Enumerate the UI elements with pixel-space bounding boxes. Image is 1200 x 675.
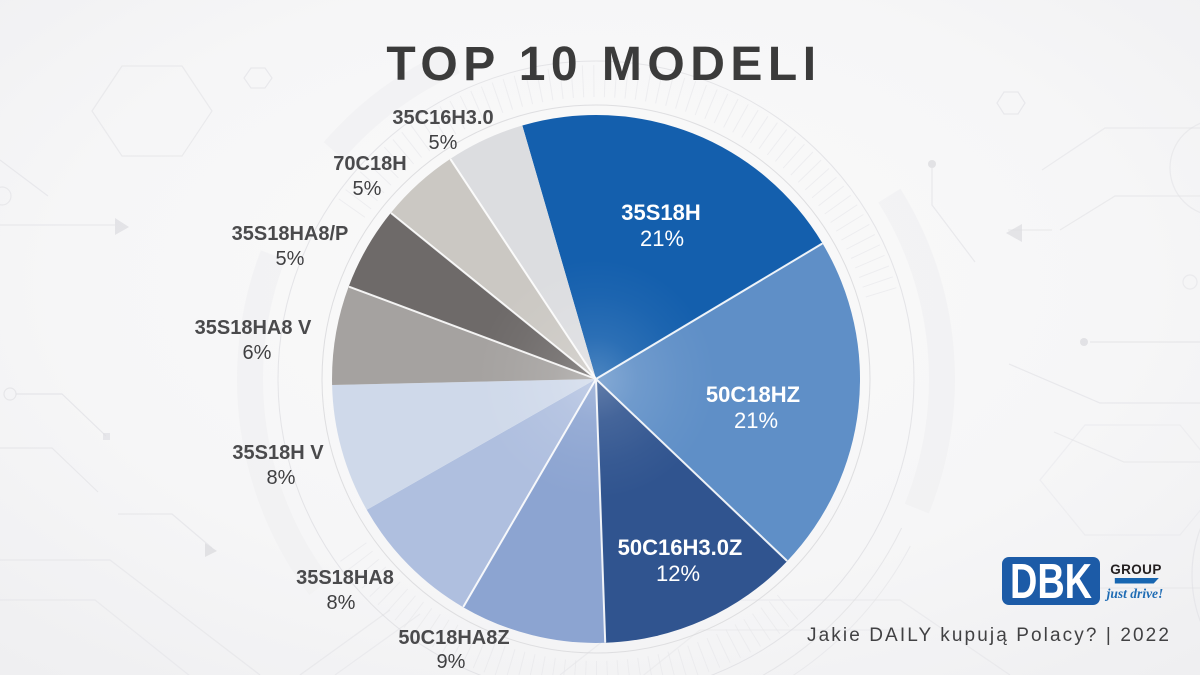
svg-text:12%: 12% [656,561,700,586]
svg-text:5%: 5% [276,248,305,270]
svg-text:21%: 21% [640,226,684,251]
svg-text:35S18HA8 V: 35S18HA8 V [195,317,312,339]
svg-text:Jakie DAILY kupują Polacy? | 2: Jakie DAILY kupują Polacy? | 2022 [807,625,1171,646]
svg-text:5%: 5% [353,178,382,200]
svg-text:70C18H: 70C18H [333,153,406,175]
svg-text:21%: 21% [734,408,778,433]
svg-text:DBK: DBK [1010,555,1092,609]
svg-text:50C16H3.0Z: 50C16H3.0Z [618,535,743,560]
svg-text:5%: 5% [429,132,458,154]
svg-text:35S18H V: 35S18H V [232,442,324,464]
svg-text:50C18HA8Z: 50C18HA8Z [398,627,509,649]
svg-text:35S18H: 35S18H [621,200,701,225]
svg-text:8%: 8% [327,592,356,614]
svg-text:35S18HA8/P: 35S18HA8/P [232,223,349,245]
svg-text:8%: 8% [267,467,296,489]
svg-text:35C16H3.0: 35C16H3.0 [392,107,493,129]
svg-text:GROUP: GROUP [1110,562,1162,577]
svg-text:50C18HZ: 50C18HZ [706,382,800,407]
svg-text:just drive!: just drive! [1105,586,1164,601]
svg-text:TOP 10 MODELI: TOP 10 MODELI [386,38,821,91]
svg-text:35S18HA8: 35S18HA8 [296,567,394,589]
svg-text:9%: 9% [437,651,466,673]
svg-text:6%: 6% [243,342,272,364]
